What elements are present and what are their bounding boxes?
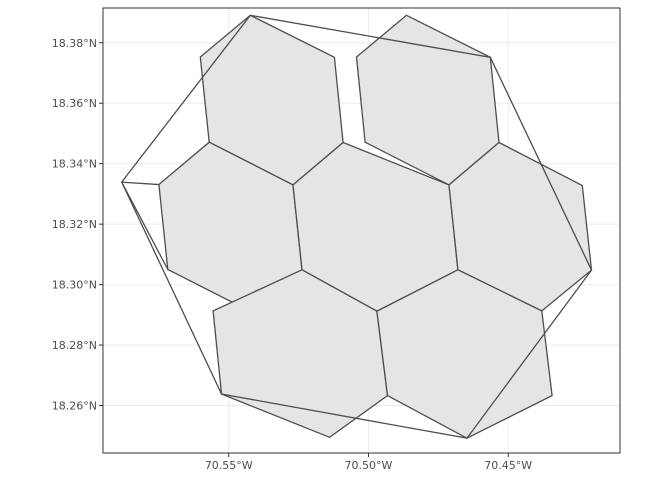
x-tick-label-2: 70.45°W bbox=[484, 459, 532, 472]
y-tick-label-4: 18.30°N bbox=[52, 279, 97, 292]
x-axis-ticks: 70.55°W 70.50°W 70.45°W bbox=[205, 453, 532, 472]
spur-edge-0 bbox=[121, 181, 159, 186]
spur-edge-1 bbox=[121, 181, 169, 270]
x-tick-label-0: 70.55°W bbox=[205, 459, 253, 472]
y-tick-label-0: 18.38°N bbox=[52, 37, 97, 50]
hexagon-layer bbox=[158, 14, 593, 439]
panel-frame bbox=[102, 7, 621, 454]
hull-layer bbox=[120, 14, 593, 439]
y-tick-label-6: 18.26°N bbox=[52, 400, 97, 413]
y-tick-label-2: 18.34°N bbox=[52, 158, 97, 171]
y-tick-label-1: 18.36°N bbox=[52, 97, 97, 110]
x-tick-label-1: 70.50°W bbox=[345, 459, 393, 472]
y-axis-ticks: 18.38°N 18.36°N 18.34°N 18.32°N 18.30°N 18.28… bbox=[52, 37, 103, 413]
y-tick-label-5: 18.28°N bbox=[52, 339, 97, 352]
convex-hull bbox=[120, 14, 593, 439]
panel-border bbox=[102, 7, 621, 454]
y-tick-label-3: 18.32°N bbox=[52, 218, 97, 231]
